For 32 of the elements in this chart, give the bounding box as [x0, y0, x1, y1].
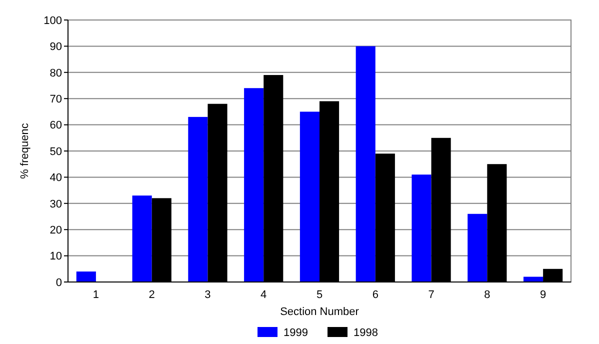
bar: [244, 88, 264, 282]
bar: [76, 272, 96, 282]
y-tick-label: 60: [50, 120, 62, 132]
x-tick-label: 7: [428, 289, 434, 301]
legend-label: 1999: [284, 326, 308, 339]
y-tick-label: 20: [50, 224, 62, 236]
bar: [188, 116, 208, 282]
y-tick-label: 90: [50, 41, 62, 54]
x-tick-label: 3: [204, 289, 211, 301]
x-tick-label: 2: [148, 289, 155, 301]
x-tick-label: 1: [92, 289, 100, 301]
y-tick-label: 50: [50, 146, 62, 158]
y-tick-label: 40: [50, 172, 62, 184]
x-tick-label: 8: [484, 289, 490, 301]
x-tick-label: 4: [260, 289, 267, 301]
bar: [468, 214, 488, 282]
y-tick-label: 0: [56, 276, 62, 289]
x-tick-label: 9: [540, 289, 546, 301]
bar: [132, 196, 152, 282]
y-tick-label: 10: [50, 250, 62, 263]
x-tick-label: 6: [372, 289, 378, 301]
bar: [356, 46, 376, 282]
bar: [412, 174, 432, 282]
legend-label: 1998: [354, 326, 378, 339]
x-tick-label: 5: [316, 289, 323, 301]
y-tick-label: 70: [50, 93, 62, 106]
y-axis-title: % frequenc: [19, 122, 31, 179]
bar: [300, 112, 320, 282]
y-tick-label: 30: [50, 198, 62, 210]
y-tick-label: 100: [44, 14, 62, 27]
x-axis-title: Section Number: [280, 306, 360, 318]
y-tick-label: 80: [50, 67, 62, 80]
